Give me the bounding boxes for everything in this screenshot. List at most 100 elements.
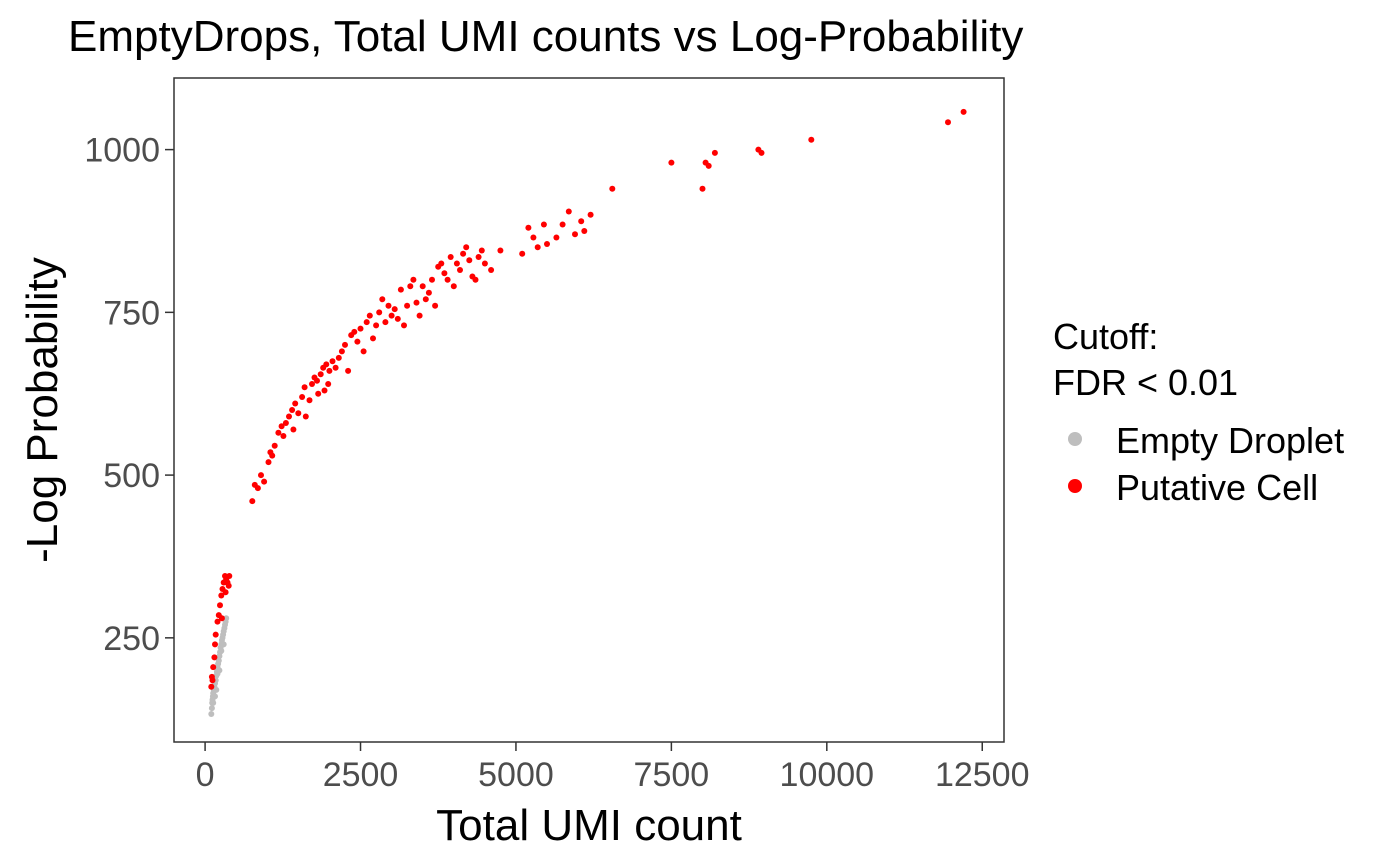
point-putative-cell [376,309,383,316]
point-putative-cell [450,283,457,290]
y-axis-title: -Log Probability [18,257,67,563]
point-putative-cell [587,211,594,218]
point-putative-cell [388,312,395,319]
point-putative-cell [295,410,302,417]
point-putative-cell [222,589,229,596]
point-putative-cell [475,254,482,260]
point-putative-cell [559,221,566,228]
point-putative-cell [488,267,495,273]
point-putative-cell [699,185,706,192]
point-putative-cell [540,221,547,228]
x-tick-label: 12500 [935,756,1030,794]
point-putative-cell [530,234,537,241]
point-putative-cell [329,358,336,365]
point-putative-cell [363,319,370,326]
point-putative-cell [217,602,223,609]
point-putative-cell [534,244,541,251]
point-putative-cell [210,664,217,671]
point-empty-droplet [220,641,227,648]
point-putative-cell [553,234,560,241]
point-putative-cell [422,296,429,303]
point-putative-cell [432,302,439,309]
y-tick-label: 750 [103,294,160,332]
x-tick-label: 5000 [478,756,554,794]
point-empty-droplet [210,699,217,706]
point-putative-cell [960,108,967,115]
point-putative-cell [394,315,401,322]
point-putative-cell [366,312,373,319]
x-tick-label: 2500 [323,756,399,794]
point-putative-cell [309,381,315,387]
point-putative-cell [314,377,320,384]
point-putative-cell [945,119,951,126]
point-putative-cell [808,136,815,143]
point-putative-cell [370,335,376,342]
point-putative-cell [289,407,296,413]
point-putative-cell [413,299,420,306]
point-putative-cell [254,485,261,492]
point-putative-cell [269,452,276,459]
point-putative-cell [321,387,328,394]
y-tick-label: 250 [103,620,160,658]
point-putative-cell [407,283,414,290]
point-putative-cell [572,231,578,238]
point-putative-cell [705,162,712,169]
legend-label-putative-cell: Putative Cell [1116,467,1318,508]
point-putative-cell [326,367,333,374]
point-putative-cell [609,185,616,192]
point-putative-cell [290,426,297,433]
x-tick-label: 10000 [780,756,875,794]
point-putative-cell [280,433,287,439]
legend: Cutoff: FDR < 0.01 Empty Droplet Putativ… [1053,316,1344,508]
point-empty-droplet [208,711,215,717]
x-axis-title: Total UMI count [436,801,742,850]
x-axis: 0 2500 5000 7500 10000 12500 [196,742,1030,794]
point-putative-cell [338,348,345,355]
point-putative-cell [315,390,322,397]
point-putative-cell [711,149,718,156]
point-putative-cell [429,276,435,283]
point-putative-cell [323,361,330,368]
legend-label-empty-droplet: Empty Droplet [1116,420,1344,461]
point-putative-cell [578,218,585,225]
point-putative-cell [351,328,358,335]
point-putative-cell [460,250,467,257]
point-putative-cell [299,394,306,400]
legend-key-empty-droplet [1068,432,1082,446]
point-empty-droplet [213,686,220,693]
point-putative-cell [249,498,256,505]
point-putative-cell [416,312,423,319]
legend-title-line2: FDR < 0.01 [1053,362,1238,403]
point-putative-cell [226,573,233,579]
point-putative-cell [404,302,411,309]
point-putative-cell [525,224,532,231]
point-putative-cell [278,423,285,430]
point-putative-cell [275,429,282,436]
point-putative-cell [261,478,268,485]
point-putative-cell [335,354,342,361]
point-empty-droplet [218,647,225,654]
point-putative-cell [357,325,364,332]
point-putative-cell [466,257,473,264]
point-putative-cell [544,241,550,247]
point-putative-cell [342,341,348,348]
point-empty-droplet [216,667,223,674]
point-putative-cell [401,322,407,329]
point-putative-cell [209,677,216,684]
point-putative-cell [211,654,218,661]
point-putative-cell [447,254,454,260]
y-axis: 250 500 750 1000 [84,132,174,658]
x-tick-label: 7500 [634,756,710,794]
x-tick-label: 0 [196,756,215,794]
legend-title-line1: Cutoff: [1053,316,1158,357]
y-tick-label: 1000 [84,132,160,170]
chart-title: EmptyDrops, Total UMI counts vs Log-Prob… [68,12,1023,61]
point-putative-cell [212,641,218,648]
point-putative-cell [302,413,309,420]
point-putative-cell [391,306,398,313]
point-putative-cell [258,472,264,479]
point-putative-cell [373,322,380,329]
point-putative-cell [463,244,470,251]
point-putative-cell [519,250,526,257]
point-putative-cell [668,159,675,166]
